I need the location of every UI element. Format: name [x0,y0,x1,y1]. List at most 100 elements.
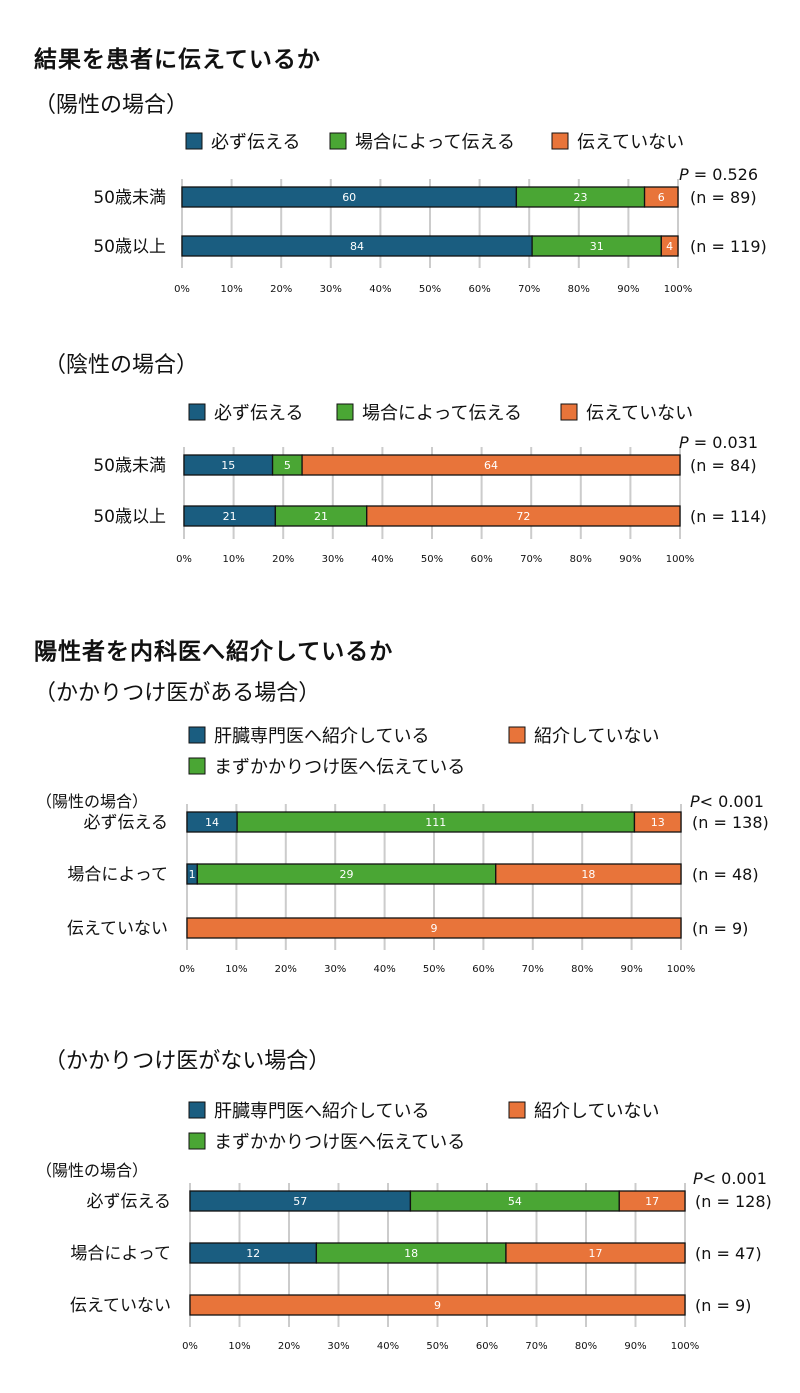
bar-value-label: 64 [484,459,498,472]
bar-value-label: 54 [508,1195,522,1208]
x-tick-label: 40% [369,284,391,295]
legend-label: 伝えていない [577,132,684,153]
section-subtitle: （かかりつけ医がある場合） [34,681,321,706]
legend-label: まずかかりつけ医へ伝えている [214,757,465,778]
p-value: P = 0.031 [679,433,758,452]
x-tick-label: 40% [373,964,395,975]
x-tick-label: 60% [468,284,490,295]
x-tick-label: 10% [228,1341,250,1352]
x-tick-label: 80% [575,1341,597,1352]
x-tick-label: 20% [270,284,292,295]
x-tick-label: 50% [426,1341,448,1352]
legend-swatch [188,403,206,421]
bar-segment [366,505,681,527]
n-label: (n = 128) [695,1192,772,1211]
category-label: 場合によって [67,865,168,885]
bar-segment [633,811,682,833]
group-label: （陽性の場合） [36,1161,148,1180]
p-value-text: < 0.001 [703,1169,767,1188]
section-title: 結果を患者に伝えているか [34,47,321,73]
legend-label: 肝臓専門医へ紹介している [214,1101,429,1122]
bar-value-label: 84 [350,240,364,253]
x-tick-label: 100% [666,554,695,565]
x-tick-label: 90% [624,1341,646,1352]
bar-segment [495,863,682,885]
n-label: (n = 47) [695,1244,762,1263]
legend-label: 伝えていない [586,403,693,424]
n-label: (n = 9) [695,1296,751,1315]
chart-title: （陰性の場合） [44,353,199,378]
p-value-text: < 0.001 [700,792,764,811]
p-value: P< 0.001 [690,792,764,811]
bar-value-label: 6 [658,191,665,204]
x-tick-label: 80% [570,554,592,565]
x-tick-label: 90% [617,284,639,295]
bar-segment [186,917,682,939]
x-tick-label: 50% [419,284,441,295]
x-tick-label: 90% [619,554,641,565]
group-label: （陽性の場合） [36,792,148,811]
x-tick-label: 80% [571,964,593,975]
bar-value-label: 31 [590,240,604,253]
p-value-symbol: P [679,165,689,184]
p-value-symbol: P [679,433,689,452]
x-tick-label: 100% [667,964,696,975]
legend-swatch [188,1101,206,1119]
bar-value-label: 5 [284,459,291,472]
legend-swatch [508,1101,526,1119]
bar-segment [618,1190,686,1212]
bar-value-label: 60 [342,191,356,204]
bar-segment [505,1242,686,1264]
category-label: 伝えていない [67,919,168,939]
x-tick-label: 30% [327,1341,349,1352]
x-tick-label: 100% [664,284,693,295]
legend-label: 肝臓専門医へ紹介している [214,726,429,747]
category-label: 必ず伝える [87,1192,172,1212]
bar-value-label: 12 [246,1247,260,1260]
x-tick-label: 60% [476,1341,498,1352]
n-label: (n = 9) [692,919,748,938]
legend-swatch [508,726,526,744]
x-tick-label: 20% [272,554,294,565]
legend-swatch [551,132,569,150]
category-label: 伝えていない [70,1296,171,1316]
section-title: 陽性者を内科医へ紹介しているか [34,639,394,665]
bar-value-label: 21 [223,510,237,523]
x-tick-label: 70% [520,554,542,565]
chart-title: （かかりつけ医がない場合） [44,1049,331,1074]
bar-value-label: 17 [588,1247,602,1260]
n-label: (n = 89) [690,188,757,207]
bar-value-label: 57 [293,1195,307,1208]
bar-value-label: 1 [189,868,196,881]
x-tick-label: 50% [423,964,445,975]
x-tick-label: 10% [220,284,242,295]
legend-swatch [560,403,578,421]
section-subtitle: （陽性の場合） [34,93,189,118]
x-tick-label: 100% [671,1341,700,1352]
x-tick-label: 10% [225,964,247,975]
x-tick-label: 50% [421,554,443,565]
x-tick-label: 40% [371,554,393,565]
x-tick-label: 0% [182,1341,198,1352]
x-tick-label: 80% [568,284,590,295]
bar-value-label: 15 [221,459,235,472]
category-label: 場合によって [70,1244,171,1264]
x-tick-label: 30% [324,964,346,975]
p-value-text: = 0.526 [689,165,758,184]
x-tick-label: 0% [176,554,192,565]
bar-value-label: 17 [645,1195,659,1208]
x-tick-label: 70% [525,1341,547,1352]
x-tick-label: 20% [275,964,297,975]
bar-value-label: 9 [431,922,438,935]
bar-value-label: 23 [573,191,587,204]
bar-value-label: 18 [581,868,595,881]
bar-segment [643,186,679,208]
bar-value-label: 21 [314,510,328,523]
bar-segment [660,235,679,257]
bar-value-label: 9 [434,1299,441,1312]
legend-label: 必ず伝える [214,403,303,424]
legend-label: まずかかりつけ医へ伝えている [214,1132,465,1153]
p-value: P< 0.001 [693,1169,767,1188]
